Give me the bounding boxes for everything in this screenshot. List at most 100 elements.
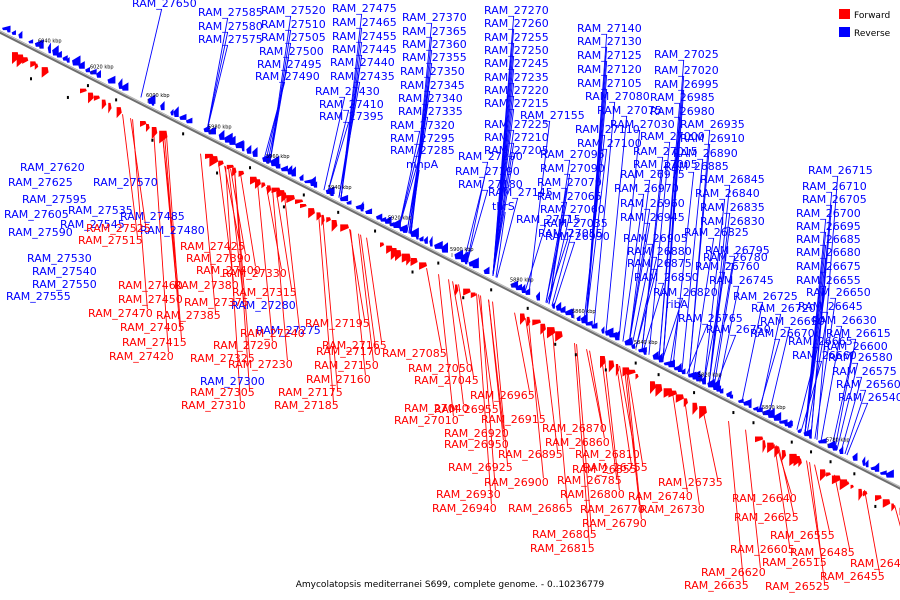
reverse-gene <box>339 194 349 202</box>
forward-gene-label: RAM_26860 <box>545 436 610 449</box>
feature-marker <box>182 132 185 136</box>
forward-gene-label: RAM_27380 <box>174 279 239 292</box>
leader-line <box>130 118 146 225</box>
forward-gene <box>116 107 122 119</box>
leader-line <box>711 262 734 387</box>
feature-marker <box>526 306 529 310</box>
reverse-gene <box>885 469 894 478</box>
reverse-gene <box>170 108 174 116</box>
leader-line <box>360 234 376 348</box>
reverse-gene-label: RAM_27275 <box>256 324 321 337</box>
leader-line <box>426 268 442 350</box>
reverse-gene <box>585 320 593 326</box>
forward-gene <box>615 364 620 377</box>
leader-line <box>327 121 350 193</box>
reverse-gene-label: RAM_27210 <box>484 131 549 144</box>
feature-marker <box>216 171 219 175</box>
reverse-gene-label: RAM_27300 <box>200 375 265 388</box>
reverse-gene <box>228 135 236 145</box>
reverse-gene-label: RAM_27030 <box>610 118 675 131</box>
forward-gene-label: RAM_26515 <box>762 556 827 569</box>
leader-line <box>318 213 334 402</box>
forward-gene <box>858 488 863 501</box>
reverse-gene-label: RAM_27280 <box>231 299 296 312</box>
axis-tick-label: 6000 kbp <box>146 93 170 99</box>
leader-line <box>758 338 781 411</box>
leader-line <box>358 233 374 362</box>
reverse-gene <box>89 68 97 75</box>
reverse-gene <box>695 373 703 382</box>
reverse-gene <box>434 240 443 249</box>
leader-line <box>528 120 551 295</box>
leader-line <box>814 297 837 439</box>
reverse-gene <box>515 283 523 291</box>
leader-line <box>703 198 726 383</box>
forward-gene <box>209 156 219 167</box>
forward-gene <box>781 450 787 461</box>
forward-gene-label: RAM_26770 <box>580 503 645 516</box>
reverse-gene <box>72 55 81 66</box>
leader-line <box>635 268 658 349</box>
reverse-gene <box>624 337 633 346</box>
reverse-gene-label: RAM_26700 <box>796 207 861 220</box>
reverse-gene <box>715 385 722 392</box>
leader-line <box>586 349 602 425</box>
reverse-gene-label: RAM_26975 <box>620 168 685 181</box>
forward-gene-label: RAM_27170 <box>316 345 381 358</box>
reverse-gene-label: RAM_27020 <box>654 64 719 77</box>
forward-gene-label: RAM_26925 <box>448 461 513 474</box>
forward-gene-label: RAM_26930 <box>436 488 501 501</box>
leader-line <box>642 282 665 352</box>
forward-gene <box>34 63 39 70</box>
reverse-gene-label: RAM_27580 <box>198 20 263 33</box>
reverse-gene-label: RAM_27260 <box>484 17 549 30</box>
forward-gene-label: RAM_27375 <box>184 296 249 309</box>
leader-line <box>263 81 286 160</box>
leader-line <box>702 407 718 479</box>
reverse-gene-label: RAM_27625 <box>8 176 73 189</box>
leader-line <box>496 197 519 278</box>
reverse-gene-label: RAM_27200 <box>458 150 523 163</box>
reverse-gene <box>862 456 866 466</box>
reverse-gene-label: RAM_26910 <box>680 132 745 145</box>
reverse-gene-label: RAM_27080 <box>585 90 650 103</box>
forward-gene-label: RAM_26805 <box>532 528 597 541</box>
leader-line <box>350 229 366 376</box>
reverse-gene-label: RAM_27355 <box>402 51 467 64</box>
leader-line <box>551 228 574 306</box>
reverse-gene-label: RAM_27015 <box>633 145 698 158</box>
leader-line <box>593 101 616 327</box>
reverse-gene <box>464 256 468 265</box>
leader-line <box>708 226 731 386</box>
forward-gene <box>145 124 150 132</box>
reverse-gene <box>66 57 70 63</box>
forward-gene <box>891 503 895 512</box>
reverse-gene <box>62 55 68 61</box>
reverse-gene <box>346 200 352 205</box>
leader-line <box>585 148 608 323</box>
reverse-gene-label: RAM_27215 <box>484 97 549 110</box>
leader-line <box>661 297 684 362</box>
leader-line <box>206 44 229 131</box>
feature-marker <box>657 373 660 377</box>
forward-gene <box>218 160 224 167</box>
leader-line <box>806 460 822 559</box>
forward-gene <box>820 469 826 481</box>
forward-gene-label: RAM_27525 <box>86 222 151 235</box>
reverse-gene <box>832 444 837 451</box>
leader-line <box>488 299 504 441</box>
reverse-gene-label: RAM_27110 <box>575 123 640 136</box>
leader-line <box>846 402 869 456</box>
forward-gene-label: RAM_26865 <box>508 502 573 515</box>
reverse-gene-label: mhpA <box>406 158 439 171</box>
feature-marker <box>554 342 557 346</box>
feature-marker <box>490 288 493 292</box>
forward-gene <box>882 499 891 508</box>
reverse-gene <box>797 428 801 433</box>
forward-gene <box>683 398 688 408</box>
leader-line <box>338 81 361 198</box>
reverse-gene-label: RAM_26750 <box>706 323 771 336</box>
leader-line <box>626 369 642 520</box>
reverse-gene-label: RAM_26580 <box>828 351 893 364</box>
forward-gene-label: RAM_26755 <box>583 461 648 474</box>
